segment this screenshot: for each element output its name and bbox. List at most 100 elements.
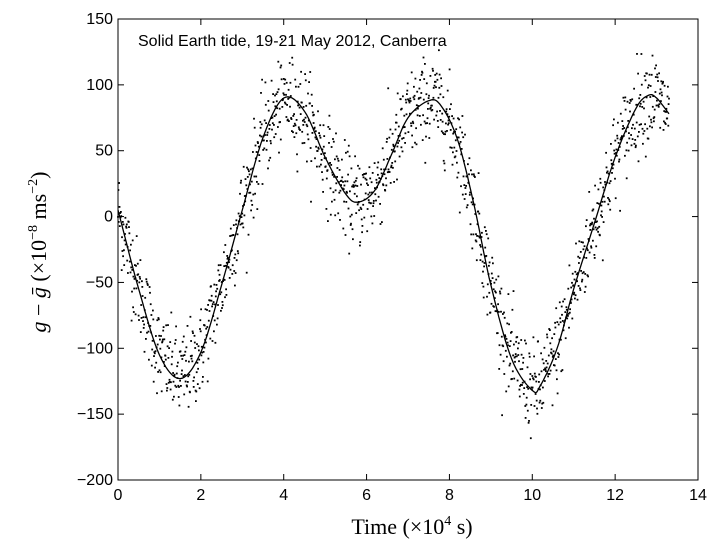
scatter-point: [645, 96, 648, 99]
scatter-point: [620, 136, 623, 139]
scatter-point: [502, 313, 504, 315]
scatter-point: [528, 355, 531, 358]
scatter-point: [217, 269, 220, 272]
scatter-point: [320, 153, 323, 155]
scatter-point: [422, 98, 425, 101]
scatter-point: [431, 104, 433, 107]
scatter-point: [428, 122, 431, 125]
scatter-point: [167, 381, 170, 384]
scatter-point: [311, 111, 314, 114]
scatter-point: [256, 181, 258, 183]
scatter-point: [125, 223, 128, 226]
scatter-point: [303, 121, 306, 123]
scatter-point: [662, 80, 664, 83]
scatter-point: [402, 137, 405, 139]
scatter-point: [499, 290, 501, 293]
scatter-point: [600, 214, 602, 217]
scatter-point: [630, 144, 633, 147]
scatter-point: [491, 256, 494, 259]
scatter-point: [132, 311, 135, 313]
scatter-point: [608, 198, 610, 201]
scatter-point: [663, 84, 666, 87]
scatter-point: [650, 118, 652, 121]
scatter-point: [485, 230, 487, 232]
scatter-point: [425, 135, 427, 138]
scatter-point: [666, 117, 669, 120]
scatter-point: [218, 273, 221, 276]
scatter-point: [381, 147, 384, 150]
scatter-point: [480, 253, 483, 256]
scatter-point: [206, 380, 209, 383]
scatter-point: [280, 78, 283, 81]
scatter-point: [576, 298, 579, 301]
scatter-point: [142, 320, 144, 322]
scatter-point: [200, 308, 202, 311]
scatter-point: [223, 265, 226, 267]
scatter-point: [481, 260, 484, 263]
scatter-point: [661, 94, 663, 97]
scatter-point: [153, 352, 156, 355]
scatter-point: [288, 96, 291, 99]
scatter-point: [392, 166, 394, 169]
scatter-point: [655, 64, 657, 67]
scatter-point: [287, 98, 290, 100]
scatter-point: [664, 121, 666, 124]
y-tick-label: 0: [104, 209, 113, 226]
scatter-point: [537, 340, 539, 343]
scatter-point: [260, 123, 263, 126]
scatter-point: [322, 145, 325, 148]
scatter-point: [193, 341, 196, 344]
scatter-point: [190, 357, 193, 360]
scatter-point: [215, 290, 217, 293]
scatter-point: [305, 123, 308, 126]
scatter-point: [366, 208, 369, 210]
scatter-point: [373, 162, 376, 164]
scatter-point: [586, 249, 589, 252]
scatter-point: [408, 101, 411, 104]
scatter-point: [541, 402, 544, 405]
scatter-point: [341, 176, 344, 179]
scatter-point: [354, 184, 357, 187]
scatter-point: [640, 83, 643, 86]
scatter-point: [608, 182, 611, 185]
scatter-point: [556, 392, 559, 395]
scatter-point: [584, 273, 587, 275]
scatter-point: [426, 117, 429, 120]
scatter-point: [212, 301, 215, 303]
scatter-point: [414, 77, 417, 80]
scatter-point: [196, 361, 199, 364]
scatter-point: [372, 202, 375, 205]
scatter-point: [530, 386, 533, 389]
scatter-point: [544, 367, 546, 370]
scatter-point: [417, 105, 420, 107]
scatter-point: [277, 126, 279, 128]
scatter-point: [264, 103, 267, 106]
scatter-point: [260, 92, 262, 94]
scatter-point: [271, 122, 274, 125]
scatter-point: [528, 420, 530, 422]
scatter-point: [576, 272, 579, 274]
scatter-point: [255, 151, 258, 153]
scatter-point: [452, 117, 455, 120]
scatter-point: [405, 113, 408, 116]
scatter-point: [435, 114, 438, 117]
scatter-point: [631, 98, 634, 101]
x-tick-label: 6: [362, 487, 371, 504]
scatter-point: [168, 347, 170, 349]
scatter-point: [456, 176, 459, 179]
scatter-point: [587, 275, 589, 278]
scatter-point: [393, 181, 395, 183]
scatter-point: [502, 360, 505, 363]
scatter-point: [476, 235, 478, 237]
scatter-point: [192, 380, 195, 382]
scatter-point: [275, 93, 278, 95]
scatter-point: [262, 149, 265, 151]
axis-ticks-layer: 0 2 4 6 8 10 12 14 −200 −150 −100 −50 0 50 100 150: [77, 11, 707, 504]
scatter-point: [269, 140, 272, 142]
scatter-point: [285, 116, 288, 118]
scatter-point: [395, 113, 398, 116]
scatter-point: [455, 128, 458, 131]
scatter-point: [338, 169, 341, 171]
scatter-point: [239, 192, 241, 195]
scatter-point: [494, 310, 497, 312]
